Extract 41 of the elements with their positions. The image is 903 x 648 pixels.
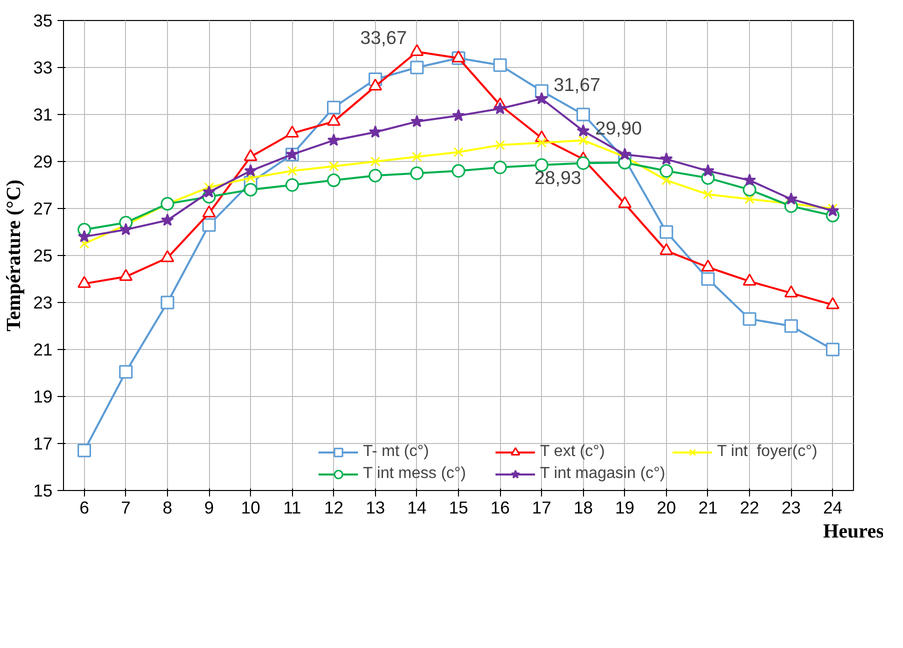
- legend-label: T int magasin (c°): [540, 465, 666, 483]
- x-axis-title: Heures: [823, 520, 884, 542]
- x-tick-label: 16: [490, 498, 510, 518]
- x-tick-label: 21: [698, 498, 718, 518]
- x-tick-label: 15: [448, 498, 468, 518]
- y-tick-label: 17: [33, 434, 53, 454]
- y-tick-label: 27: [33, 198, 53, 218]
- annotation: 29,90: [595, 117, 642, 138]
- legend-label: T ext (c°): [540, 443, 606, 461]
- x-tick-label: 20: [656, 498, 676, 518]
- x-tick-label: 17: [532, 498, 552, 518]
- y-tick-label: 19: [33, 386, 53, 406]
- legend-label: T int mess (c°): [363, 465, 467, 483]
- y-tick-label: 29: [33, 152, 53, 172]
- y-axis-title: Température (°C): [3, 180, 26, 332]
- x-tick-label: 14: [407, 498, 427, 518]
- annotation: 28,93: [534, 167, 582, 188]
- x-tick-label: 19: [615, 498, 634, 518]
- annotation: 31,67: [554, 74, 600, 95]
- x-tick-label: 8: [162, 498, 172, 518]
- x-tick-label: 12: [324, 498, 344, 518]
- x-tick-label: 22: [740, 498, 760, 518]
- x-tick-label: 6: [79, 498, 90, 518]
- y-tick-label: 15: [33, 480, 53, 500]
- x-tick-label: 10: [240, 498, 260, 518]
- x-tick-label: 23: [781, 498, 801, 518]
- x-tick-label: 11: [283, 498, 302, 518]
- legend-label: T- mt (c°): [363, 443, 430, 461]
- annotation: 33,67: [360, 26, 407, 48]
- y-tick-label: 21: [33, 340, 53, 360]
- y-tick-label: 23: [33, 292, 53, 312]
- y-tick-label: 35: [33, 10, 53, 30]
- x-tick-label: 13: [366, 498, 385, 518]
- x-tick-label: 9: [204, 498, 214, 518]
- y-tick-label: 31: [33, 104, 53, 124]
- x-tick-label: 7: [121, 498, 131, 518]
- x-tick-label: 18: [574, 498, 593, 518]
- x-tick-label: 24: [823, 498, 843, 518]
- y-tick-label: 33: [33, 58, 53, 78]
- y-tick-label: 25: [33, 246, 53, 266]
- legend-label: T int foyer(c°): [717, 443, 818, 461]
